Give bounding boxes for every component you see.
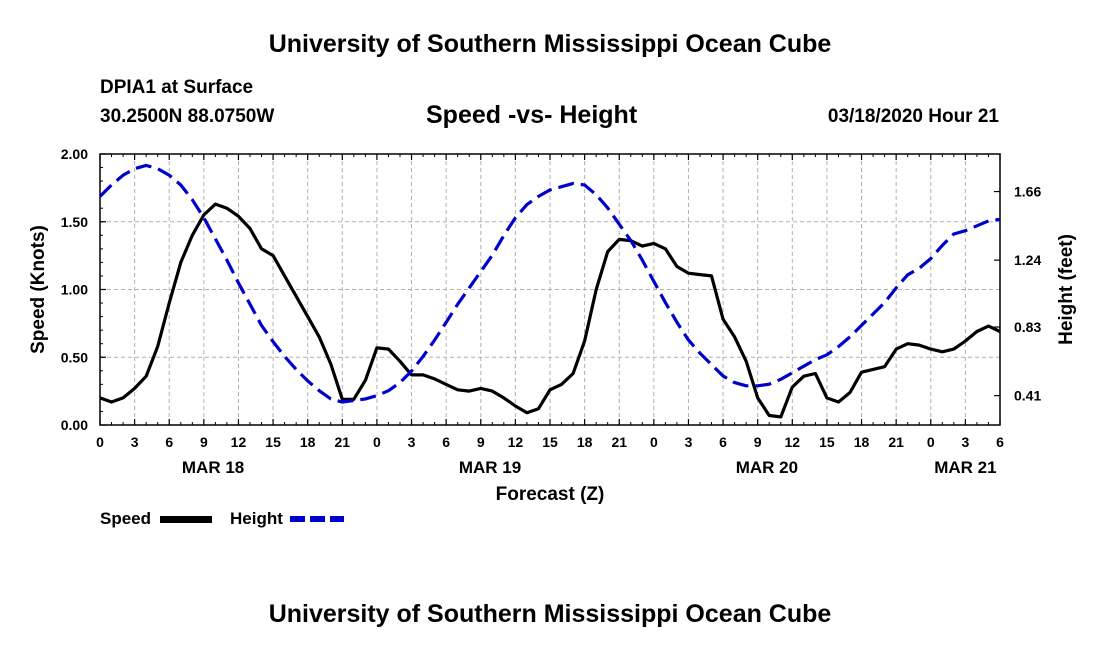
x-tick-label: 21 xyxy=(611,434,627,450)
legend-height-swatch xyxy=(290,516,344,522)
x-date-label: MAR 21 xyxy=(934,458,996,477)
x-axis-label: Forecast (Z) xyxy=(496,484,605,505)
page-title-bottom: University of Southern Mississippi Ocean… xyxy=(268,600,832,628)
x-tick-label: 3 xyxy=(408,434,416,450)
chart-subtitle: Speed -vs- Height xyxy=(426,101,638,129)
x-tick-label: 0 xyxy=(96,434,104,450)
x-tick-label: 18 xyxy=(577,434,593,450)
x-tick-label: 15 xyxy=(819,434,835,450)
x-tick-label: 6 xyxy=(165,434,173,450)
x-tick-label: 15 xyxy=(542,434,558,450)
series-line-speed xyxy=(99,202,1001,419)
series-line-height xyxy=(98,163,1001,404)
x-tick-label: 12 xyxy=(785,434,801,450)
x-tick-label: 21 xyxy=(888,434,904,450)
y-tick-label: 1.00 xyxy=(61,282,88,298)
x-tick-label: 6 xyxy=(996,434,1004,450)
x-tick-label: 3 xyxy=(131,434,139,450)
x-tick-label: 21 xyxy=(335,434,351,450)
x-tick-label: 0 xyxy=(650,434,658,450)
y-tick-label: 1.50 xyxy=(61,214,88,230)
y2-tick-label: 0.41 xyxy=(1014,388,1041,404)
x-tick-label: 12 xyxy=(231,434,247,450)
x-tick-label: 3 xyxy=(685,434,693,450)
y2-tick-label: 1.24 xyxy=(1014,252,1041,268)
y-tick-label: 0.00 xyxy=(61,417,88,433)
x-tick-label: 15 xyxy=(265,434,281,450)
x-tick-label: 9 xyxy=(477,434,485,450)
legend-speed-swatch xyxy=(160,516,212,523)
x-tick-label: 18 xyxy=(854,434,870,450)
y2-tick-label: 0.83 xyxy=(1014,319,1041,335)
x-date-label: MAR 19 xyxy=(459,458,521,477)
y-tick-label: 0.50 xyxy=(61,349,88,365)
x-tick-label: 0 xyxy=(927,434,935,450)
forecast-datetime: 03/18/2020 Hour 21 xyxy=(827,106,999,127)
legend-height-label: Height xyxy=(230,509,283,528)
x-date-label: MAR 18 xyxy=(182,458,244,477)
y2-tick-label: 1.66 xyxy=(1014,184,1041,200)
y-tick-label: 2.00 xyxy=(61,146,88,162)
page-title-top: University of Southern Mississippi Ocean… xyxy=(268,30,832,58)
x-tick-label: 9 xyxy=(754,434,762,450)
x-tick-label: 3 xyxy=(961,434,969,450)
x-tick-label: 6 xyxy=(442,434,450,450)
y2-axis-label: Height (feet) xyxy=(1056,234,1077,345)
legend-speed-label: Speed xyxy=(100,509,152,528)
x-tick-label: 9 xyxy=(200,434,208,450)
station-label: DPIA1 at Surface xyxy=(100,77,254,98)
station-coordinates: 30.2500N 88.0750W xyxy=(100,106,275,127)
x-tick-label: 18 xyxy=(300,434,316,450)
x-tick-label: 12 xyxy=(508,434,524,450)
x-tick-label: 0 xyxy=(373,434,381,450)
x-date-label: MAR 20 xyxy=(736,458,798,477)
y-axis-label: Speed (Knots) xyxy=(28,225,49,354)
x-tick-label: 6 xyxy=(719,434,727,450)
